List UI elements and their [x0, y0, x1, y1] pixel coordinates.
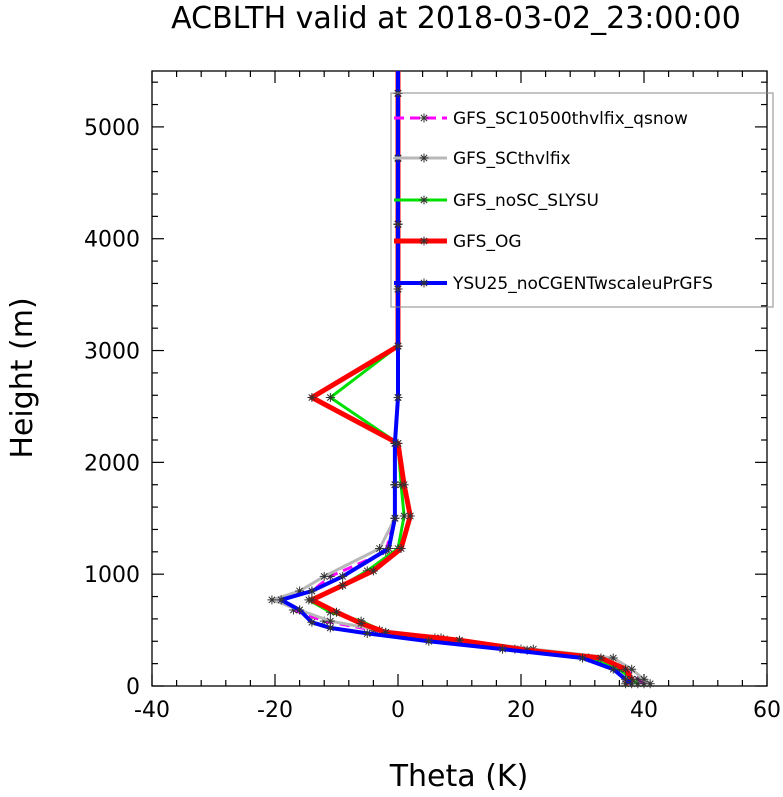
- data-point-marker: [375, 543, 385, 553]
- chart-title: ACBLTH valid at 2018-03-02_23:00:00: [171, 1, 741, 36]
- data-point-marker: [332, 607, 341, 617]
- x-tick-label: 60: [753, 698, 781, 723]
- data-point-marker: [307, 617, 317, 627]
- data-point-marker: [390, 480, 400, 490]
- y-axis-label: Height (m): [5, 297, 40, 458]
- x-tick-label: 20: [507, 698, 535, 723]
- data-point-marker: [498, 644, 508, 654]
- x-tick-label: -40: [134, 698, 170, 723]
- data-point-marker: [393, 341, 403, 351]
- data-point-marker: [393, 284, 403, 294]
- data-point-marker: [627, 664, 637, 674]
- data-point-marker: [578, 653, 587, 663]
- data-point-marker: [307, 586, 317, 596]
- data-point-marker: [399, 480, 409, 490]
- x-tick-label: 40: [630, 698, 658, 723]
- data-point-marker: [267, 595, 277, 605]
- x-tick-label: -20: [257, 698, 293, 723]
- legend-marker: [419, 236, 429, 246]
- data-point-marker: [307, 595, 317, 605]
- data-point-marker: [393, 219, 403, 229]
- y-tick-label: 3000: [84, 340, 140, 365]
- data-point-marker: [614, 664, 624, 674]
- data-point-marker: [338, 580, 348, 590]
- data-point-marker: [325, 607, 335, 617]
- data-point-marker: [338, 571, 348, 581]
- y-tick-label: 4000: [84, 228, 140, 253]
- legend-marker: [419, 278, 429, 288]
- legend-marker: [419, 153, 429, 163]
- data-point-marker: [325, 393, 335, 403]
- legend: GFS_SC10500thvlfix_qsnow GFS_SCthvlfix GFS…: [390, 92, 774, 308]
- y-tick-label: 5000: [84, 116, 140, 141]
- legend-marker: [419, 113, 429, 123]
- data-point-marker: [621, 674, 631, 684]
- data-point-marker: [608, 664, 618, 674]
- data-point-marker: [621, 664, 631, 674]
- data-point-marker: [405, 511, 415, 521]
- data-point-marker: [399, 511, 409, 521]
- legend-box: [390, 92, 774, 308]
- legend-label: GFS_OG: [453, 232, 522, 252]
- data-point-marker: [276, 595, 286, 605]
- series-line: [279, 71, 633, 686]
- legend-label: GFS_noSC_SLYSU: [453, 191, 599, 211]
- legend-label: GFS_SC10500thvlfix_qsnow: [453, 109, 688, 129]
- data-point-marker: [596, 653, 606, 663]
- data-point-marker: [368, 566, 378, 576]
- data-point-marker: [288, 605, 298, 615]
- y-tick-label: 0: [126, 675, 140, 700]
- data-point-marker: [393, 393, 403, 403]
- data-point-marker: [424, 636, 434, 646]
- data-point-marker: [384, 543, 394, 553]
- data-point-marker: [307, 393, 317, 403]
- data-point-marker: [295, 586, 305, 596]
- series-lines: [267, 71, 655, 689]
- data-point-marker: [455, 635, 464, 645]
- series-4: [276, 71, 637, 689]
- data-point-marker: [390, 438, 400, 448]
- data-point-marker: [319, 571, 329, 581]
- legend-marker: [419, 195, 429, 205]
- axis-ticks: -40 -20 0 20 40 60 0 1000 2000 3000 4000 5000: [84, 71, 781, 723]
- data-point-marker: [608, 653, 618, 663]
- data-point-marker: [362, 566, 372, 576]
- legend-label: YSU25_noCGENTwscaleuPrGFS: [452, 274, 713, 294]
- data-point-marker: [356, 618, 366, 628]
- x-tick-label: 0: [391, 698, 405, 723]
- data-point-marker: [319, 616, 329, 626]
- legend-label: GFS_SCthvlfix: [453, 149, 571, 169]
- data-point-marker: [390, 513, 400, 523]
- data-point-marker: [325, 616, 335, 626]
- data-point-marker: [633, 679, 643, 689]
- x-axis-label: Theta (K): [389, 759, 529, 794]
- data-point-marker: [639, 674, 649, 684]
- data-point-marker: [381, 627, 391, 637]
- y-tick-label: 2000: [84, 451, 140, 476]
- data-point-marker: [325, 571, 335, 581]
- plot-frame: [151, 70, 768, 687]
- data-point-marker: [396, 543, 406, 553]
- data-point-marker: [295, 605, 305, 615]
- data-point-marker: [645, 679, 655, 689]
- data-point-marker: [627, 679, 637, 689]
- data-point-marker: [325, 623, 335, 633]
- data-point-marker: [362, 628, 372, 638]
- y-tick-label: 1000: [84, 563, 140, 588]
